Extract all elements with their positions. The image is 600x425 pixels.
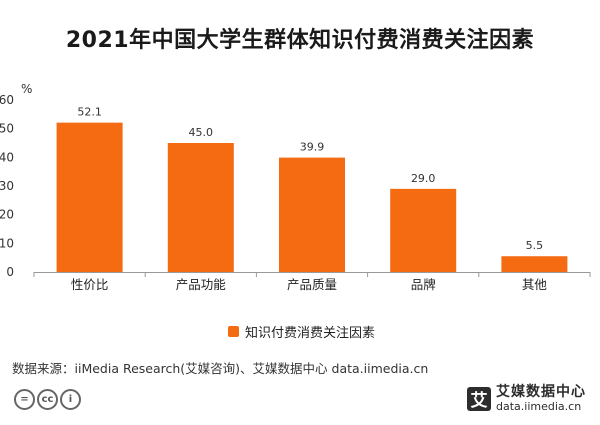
bars: 52.1 45.0 39.9 29.0 5.5 [56,106,568,272]
brand-watermark: 艾 艾媒数据中心 data.iimedia.cn [467,385,586,412]
data-label: 45.0 [189,126,214,139]
no-derivatives-icon: = [14,389,35,410]
x-tick-label: 产品质量 [287,277,337,292]
bar-chart: 0 10 20 30 40 50 60% 52.1 45.0 39.9 29.0 5.5 性价比 产品… [0,82,591,292]
bar [167,143,234,272]
legend-label: 知识付费消费关注因素 [245,325,376,341]
brand-logo: 艾 [467,386,491,411]
y-tick-label: 40 [0,150,14,164]
brand-name: 艾媒数据中心 [496,384,586,400]
license-icons: = cc i [14,389,81,410]
bar [56,122,123,272]
data-label: 29.0 [411,172,436,185]
y-tick-label: 30 [0,179,14,193]
bar [390,188,457,272]
x-tick-label: 产品功能 [176,277,227,292]
bar [501,256,568,272]
x-tick-label: 性价比 [71,277,109,292]
y-tick-label: 20 [0,208,14,222]
chart-title: 2021年中国大学生群体知识付费消费关注因素 [65,28,535,53]
brand-url: data.iimedia.cn [496,400,582,413]
x-tick-label: 品牌 [411,277,436,292]
y-tick-label: 50 [0,122,14,136]
y-axis-unit: % [21,82,32,96]
attribution-icon: i [60,389,81,410]
y-tick-label: 10 [0,236,14,250]
data-label: 39.9 [300,141,325,154]
x-axis: 性价比 产品功能 产品质量 品牌 其他 [33,272,591,292]
legend: 知识付费消费关注因素 [228,322,376,341]
y-axis: 0 10 20 30 40 50 60% [0,82,32,279]
x-tick-label: 其他 [522,277,548,292]
legend-swatch [228,325,239,337]
bar [279,157,345,272]
y-tick-label: 0 [6,265,14,279]
source-note: 数据来源：iiMedia Research(艾媒咨询)、艾媒数据中心 data.… [12,361,429,376]
y-tick-label: 60 [0,93,14,107]
creative-commons-icon: cc [37,389,58,410]
data-label: 5.5 [526,239,544,252]
data-label: 52.1 [77,106,102,119]
